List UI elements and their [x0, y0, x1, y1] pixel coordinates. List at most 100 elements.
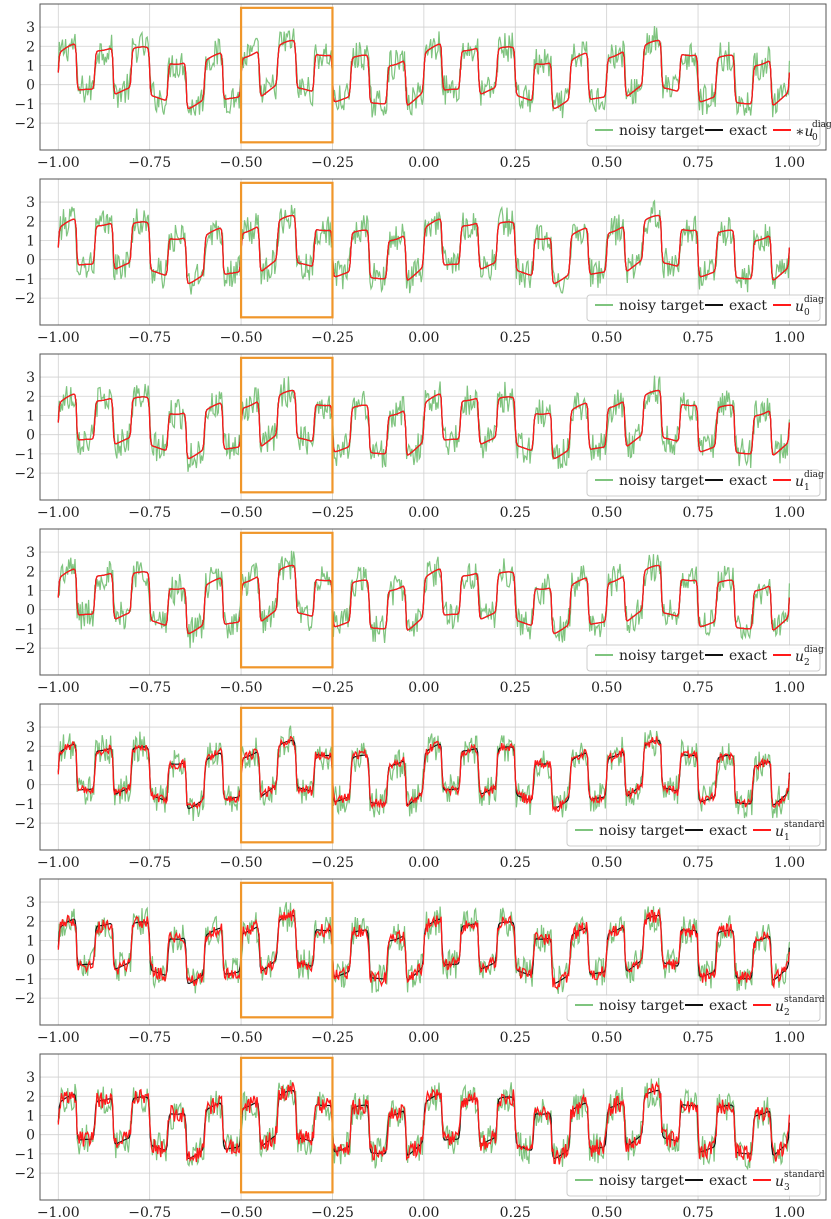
- model-line: [57, 214, 791, 285]
- x-tick-label: −0.75: [128, 1030, 171, 1046]
- x-tick-label: 0.25: [500, 1205, 531, 1219]
- y-tick-label: −2: [14, 641, 35, 657]
- legend-box: [566, 819, 821, 847]
- x-tick-label: 0.00: [408, 855, 439, 871]
- y-tick-label: 0: [26, 1128, 35, 1144]
- x-tick-label: 0.75: [682, 1030, 713, 1046]
- x-tick-label: −1.00: [37, 1030, 80, 1046]
- y-tick-label: −1: [14, 622, 35, 638]
- x-tick-label: 0.50: [591, 1030, 622, 1046]
- x-tick-label: −0.25: [311, 505, 354, 521]
- x-tick-label: 0.25: [500, 1030, 531, 1046]
- y-tick-label: 1: [26, 233, 35, 249]
- axes-frame: [39, 878, 827, 1026]
- x-tick-label: 0.75: [682, 505, 713, 521]
- panel-5: −1.00 −0.75 −0.50 −0.25 0.00 0.25 0.50 0.75 1.00…: [14, 703, 827, 871]
- x-tick-label: −0.25: [311, 1030, 354, 1046]
- x-tick-label: 1.00: [774, 505, 805, 521]
- legend-label-exact: exact: [709, 998, 747, 1014]
- legend-box: [586, 469, 821, 497]
- y-tick-label: 3: [26, 195, 35, 211]
- x-tick-label: −1.00: [37, 155, 80, 171]
- y-tick-label: 1: [26, 58, 35, 74]
- x-tick-label: 0.00: [408, 505, 439, 521]
- y-tick-label: 3: [26, 545, 35, 561]
- x-tick-label: −0.50: [220, 855, 263, 871]
- panel-4: −1.00 −0.75 −0.50 −0.25 0.00 0.25 0.50 0.75 1.00…: [14, 528, 827, 696]
- x-tick-label: 0.75: [682, 155, 713, 171]
- legend-label-model: u: [775, 1174, 784, 1190]
- highlight-box: [239, 531, 334, 669]
- legend-label-model-sup: diag: [804, 295, 824, 305]
- legend: noisy target exact u 3 standard: [566, 1169, 825, 1197]
- y-tick-label: −2: [14, 116, 35, 132]
- panel-2: −1.00 −0.75 −0.50 −0.25 0.00 0.25 0.50 0.75 1.00…: [14, 178, 827, 346]
- y-tick-label: −2: [14, 816, 35, 832]
- axes-frame: [39, 703, 827, 851]
- y-tick-label: 1: [26, 583, 35, 599]
- x-tick-label: −0.50: [220, 505, 263, 521]
- legend-label-model: u: [795, 299, 804, 315]
- panel-1: −1.00 −0.75 −0.50 −0.25 0.00 0.25 0.50 0.75 1.00…: [14, 3, 831, 171]
- legend-label-noisy: noisy target: [619, 123, 704, 139]
- legend-label-model-sub: 0: [812, 133, 818, 143]
- y-tick-label: 0: [26, 603, 35, 619]
- legend-label-noisy: noisy target: [599, 998, 684, 1014]
- highlight-box: [239, 881, 334, 1019]
- legend-box: [566, 994, 821, 1022]
- y-tick-label: 3: [26, 895, 35, 911]
- x-tick-label: 1.00: [774, 1030, 805, 1046]
- legend-label-model-sub: 2: [804, 658, 810, 668]
- x-tick-label: 0.00: [408, 680, 439, 696]
- legend-box: [586, 644, 821, 672]
- legend-box: [586, 119, 821, 147]
- legend-label-model-sub: 1: [804, 483, 810, 493]
- legend-label-model-sub: 2: [784, 1008, 790, 1018]
- y-tick-label: 0: [26, 253, 35, 269]
- y-tick-label: 3: [26, 1070, 35, 1086]
- legend-label-model-sup: diag: [812, 120, 831, 130]
- legend: noisy target exact ∗u0 diag: [586, 119, 831, 147]
- y-tick-label: 1: [26, 933, 35, 949]
- axes-frame: [39, 353, 827, 501]
- y-tick-label: 0: [26, 78, 35, 94]
- x-tick-label: −0.75: [128, 1205, 171, 1219]
- x-tick-label: −1.00: [37, 855, 80, 871]
- y-tick-label: 1: [26, 408, 35, 424]
- legend-label-model: u: [795, 649, 804, 665]
- x-tick-label: −0.75: [128, 330, 171, 346]
- legend-label-exact: exact: [729, 648, 767, 664]
- highlight-box: [239, 706, 334, 844]
- x-tick-label: −0.75: [128, 680, 171, 696]
- x-tick-label: 0.00: [408, 155, 439, 171]
- y-tick-label: −2: [14, 291, 35, 307]
- y-tick-label: 1: [26, 758, 35, 774]
- x-tick-label: −0.75: [128, 855, 171, 871]
- x-tick-label: 0.75: [682, 680, 713, 696]
- x-tick-label: −1.00: [37, 505, 80, 521]
- legend: noisy target exact u 2 standard: [566, 994, 825, 1022]
- x-tick-label: −0.25: [311, 155, 354, 171]
- legend-label-model-sup: standard: [784, 1170, 825, 1180]
- x-tick-label: −0.50: [220, 330, 263, 346]
- highlight-box: [239, 181, 334, 319]
- legend-label-model: u: [795, 474, 804, 490]
- axes-frame: [39, 1053, 827, 1201]
- y-tick-label: 2: [26, 564, 35, 580]
- x-tick-label: 0.00: [408, 1205, 439, 1219]
- legend-label-exact: exact: [729, 123, 767, 139]
- legend-label-exact: exact: [709, 1173, 747, 1189]
- y-tick-label: 0: [26, 778, 35, 794]
- legend-label-exact: exact: [729, 298, 767, 314]
- legend-label-model-sup: standard: [784, 995, 825, 1005]
- model-line: [57, 564, 791, 635]
- x-tick-label: 0.50: [591, 505, 622, 521]
- legend-label-model: u: [775, 999, 784, 1015]
- legend-label-model: u: [775, 824, 784, 840]
- x-tick-label: −0.50: [220, 155, 263, 171]
- legend-box: [566, 1169, 821, 1197]
- y-tick-label: 1: [26, 1108, 35, 1124]
- y-tick-label: 2: [26, 914, 35, 930]
- x-tick-label: −0.50: [220, 1205, 263, 1219]
- legend: noisy target exact u 2 diag: [586, 644, 824, 672]
